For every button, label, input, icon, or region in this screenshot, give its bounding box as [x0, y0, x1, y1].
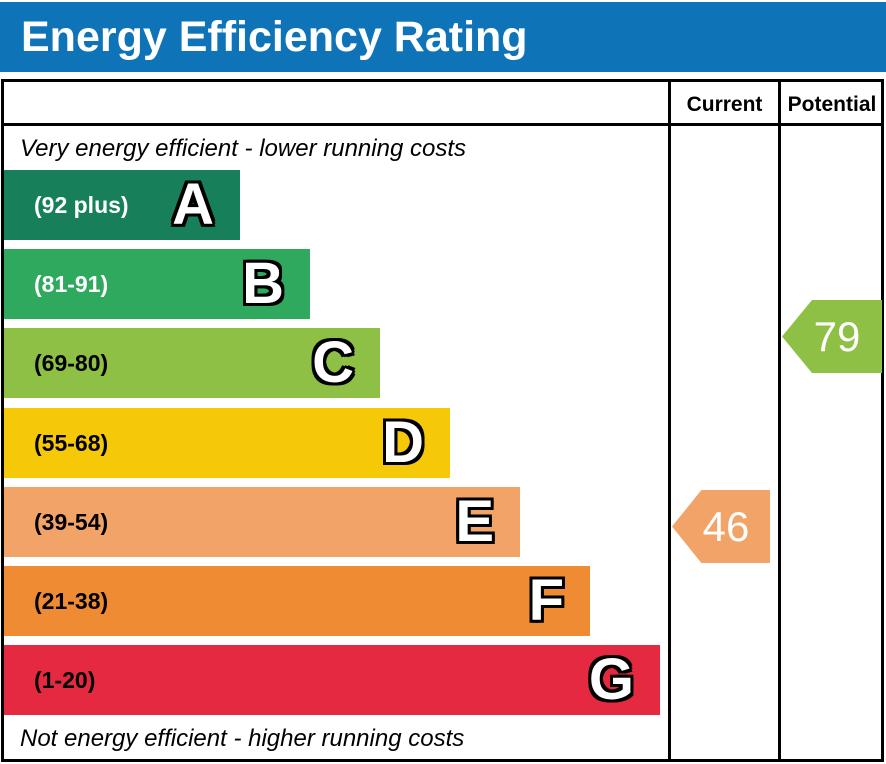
band-f-letter: F	[528, 568, 564, 633]
band-a-letter: A	[172, 172, 214, 237]
title-bar: Energy Efficiency Rating	[0, 2, 886, 72]
band-e-letter: E	[455, 489, 494, 554]
potential-column-header: Potential	[787, 93, 877, 116]
band-d-range: (55-68)	[34, 429, 109, 456]
column-divider-current	[668, 79, 671, 762]
band-d: (55-68) D	[4, 408, 450, 478]
band-b-letter: B	[242, 251, 284, 316]
page-title: Energy Efficiency Rating	[21, 12, 528, 61]
band-e: (39-54) E	[4, 487, 520, 557]
band-b: (81-91) B	[4, 249, 310, 319]
band-b-range: (81-91)	[34, 270, 109, 297]
band-a: (92 plus) A	[4, 170, 240, 240]
band-g-letter: G	[588, 647, 634, 712]
band-c: (69-80) C	[4, 328, 380, 398]
header-divider	[1, 123, 884, 126]
band-d-letter: D	[382, 410, 424, 475]
column-divider-potential	[778, 79, 781, 762]
current-rating-value: 46	[702, 502, 750, 550]
potential-rating-value: 79	[813, 312, 861, 360]
band-g: (1-20) G	[4, 645, 660, 715]
current-column-header: Current	[686, 93, 763, 116]
band-a-range: (92 plus)	[34, 191, 129, 218]
band-f: (21-38) F	[4, 566, 590, 636]
band-c-letter: C	[312, 330, 354, 395]
band-f-range: (21-38)	[34, 587, 109, 614]
band-e-range: (39-54)	[34, 508, 109, 535]
top-note: Very energy efficient - lower running co…	[20, 135, 466, 162]
band-c-range: (69-80)	[34, 349, 109, 376]
bottom-note: Not energy efficient - higher running co…	[20, 725, 465, 752]
band-g-range: (1-20)	[34, 666, 96, 693]
